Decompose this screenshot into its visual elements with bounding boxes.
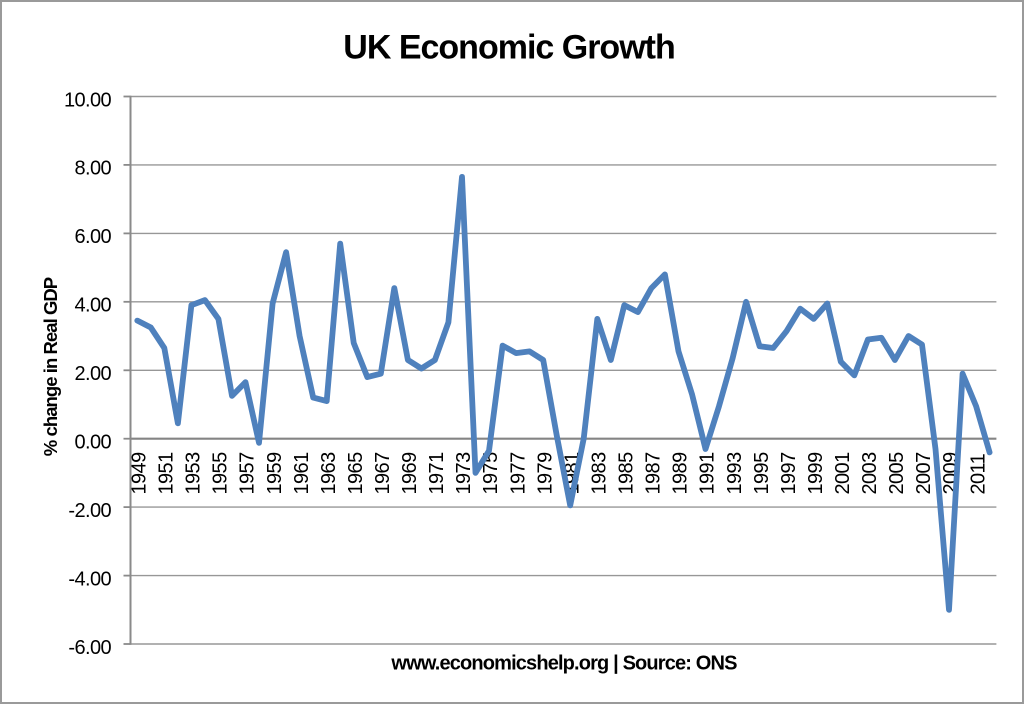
svg-text:10.00: 10.00 <box>64 89 112 111</box>
svg-text:1995: 1995 <box>751 452 773 495</box>
svg-text:1963: 1963 <box>318 452 340 495</box>
svg-text:1991: 1991 <box>697 452 719 495</box>
svg-text:2005: 2005 <box>886 452 908 495</box>
svg-text:1967: 1967 <box>372 452 394 495</box>
svg-text:2007: 2007 <box>913 452 935 495</box>
svg-text:-6.00: -6.00 <box>68 637 111 659</box>
svg-text:6.00: 6.00 <box>74 226 111 248</box>
svg-text:0.00: 0.00 <box>74 432 111 454</box>
svg-text:1959: 1959 <box>264 452 286 495</box>
svg-text:1973: 1973 <box>453 452 475 495</box>
svg-text:1955: 1955 <box>210 452 232 495</box>
svg-text:1965: 1965 <box>345 452 367 495</box>
svg-text:1961: 1961 <box>291 452 313 495</box>
svg-text:4.00: 4.00 <box>74 295 111 317</box>
svg-text:1951: 1951 <box>156 452 178 495</box>
svg-text:8.00: 8.00 <box>74 158 111 180</box>
svg-text:-4.00: -4.00 <box>68 568 111 590</box>
svg-text:1953: 1953 <box>183 452 205 495</box>
svg-text:2003: 2003 <box>859 452 881 495</box>
svg-text:1971: 1971 <box>426 452 448 495</box>
svg-text:1979: 1979 <box>534 452 556 495</box>
svg-text:UK Economic Growth: UK Economic Growth <box>343 29 674 67</box>
svg-text:1977: 1977 <box>507 452 529 495</box>
svg-text:1985: 1985 <box>616 452 638 495</box>
svg-text:1957: 1957 <box>237 452 259 495</box>
svg-text:1969: 1969 <box>399 452 421 495</box>
svg-text:1997: 1997 <box>778 452 800 495</box>
svg-text:1983: 1983 <box>589 452 611 495</box>
svg-text:2001: 2001 <box>832 452 854 495</box>
svg-text:% change in Real GDP: % change in Real GDP <box>40 277 61 456</box>
svg-text:1993: 1993 <box>724 452 746 495</box>
svg-text:1989: 1989 <box>670 452 692 495</box>
svg-text:1949: 1949 <box>129 452 151 495</box>
svg-text:2.00: 2.00 <box>74 363 111 385</box>
svg-text:1999: 1999 <box>805 452 827 495</box>
svg-text:www.economicshelp.org | Source: www.economicshelp.org | Source: ONS <box>390 653 737 675</box>
svg-text:1975: 1975 <box>480 452 502 495</box>
svg-text:-2.00: -2.00 <box>68 500 111 522</box>
svg-text:1987: 1987 <box>643 452 665 495</box>
svg-text:2011: 2011 <box>967 453 989 494</box>
